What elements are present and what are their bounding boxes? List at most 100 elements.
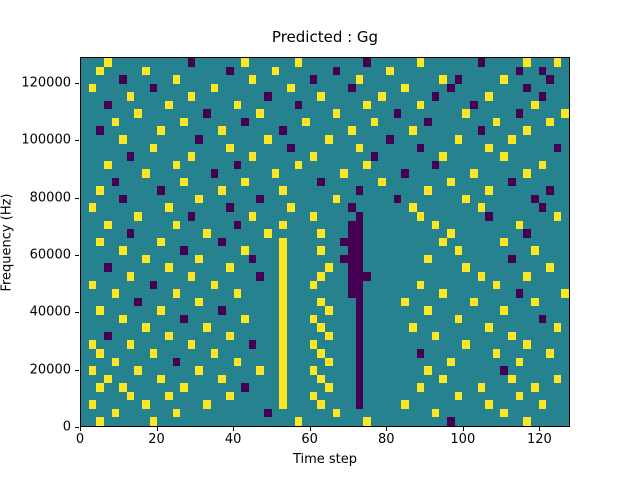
heatmap-cell (203, 340, 211, 349)
heatmap-cell (264, 237, 272, 247)
heatmap-cell (241, 417, 249, 426)
heatmap-cell (325, 246, 333, 255)
heatmap-cell (424, 246, 432, 255)
heatmap-cell (203, 391, 211, 401)
heatmap-cell (294, 391, 303, 401)
heatmap-cell (485, 246, 493, 255)
heatmap-cell (424, 177, 432, 187)
heatmap-cell (401, 306, 409, 315)
heatmap-cell (347, 160, 356, 170)
heatmap-cell (439, 126, 447, 136)
heatmap-cell (462, 271, 470, 281)
heatmap-cell (363, 75, 371, 84)
heatmap-cell (416, 177, 425, 187)
heatmap-cell (355, 408, 364, 418)
heatmap-cell (408, 289, 417, 298)
heatmap-cell (195, 306, 203, 315)
heatmap-cell (172, 383, 181, 392)
heatmap-cell (530, 297, 539, 307)
heatmap-cell (233, 220, 242, 230)
heatmap-cell (523, 75, 531, 84)
heatmap-cell (325, 417, 333, 426)
heatmap-cell (126, 340, 135, 349)
heatmap-cell (347, 100, 356, 110)
heatmap-cell (271, 203, 280, 213)
heatmap-cell (111, 203, 120, 213)
heatmap-cell (256, 143, 264, 153)
heatmap-cell (492, 117, 501, 127)
heatmap-cell (523, 92, 531, 101)
heatmap-cell (477, 289, 486, 298)
heatmap-cell (523, 366, 531, 375)
y-tick-label: 20000 (29, 362, 71, 378)
heatmap-cell (157, 357, 165, 367)
heatmap-cell (264, 391, 272, 401)
heatmap-cell (553, 83, 562, 93)
heatmap-cell (393, 383, 402, 392)
heatmap-cell (187, 220, 196, 230)
heatmap-cell (462, 323, 470, 332)
heatmap-cell (431, 263, 440, 272)
heatmap-cell (462, 331, 470, 341)
heatmap-cell (187, 229, 196, 238)
heatmap-cell (523, 143, 531, 153)
heatmap-cell (248, 391, 257, 401)
heatmap-cell (485, 331, 493, 341)
heatmap-cell (363, 220, 371, 230)
heatmap-cell (431, 408, 440, 418)
heatmap-cell (408, 340, 417, 349)
heatmap-cell (248, 152, 257, 161)
heatmap-cell (561, 391, 569, 401)
heatmap-cell (264, 408, 272, 418)
heatmap-cell (439, 348, 447, 358)
heatmap-cell (157, 58, 165, 67)
heatmap-cell (149, 135, 158, 144)
heatmap-cell (279, 246, 287, 255)
heatmap-cell (256, 400, 264, 409)
heatmap-cell (477, 374, 486, 384)
heatmap-cell (302, 152, 310, 161)
heatmap-cell (172, 135, 181, 144)
heatmap-cell (187, 263, 196, 272)
heatmap-cell (485, 289, 493, 298)
heatmap-cell (424, 323, 432, 332)
heatmap-cell (271, 297, 280, 307)
heatmap-cell (355, 92, 364, 101)
heatmap-cell (393, 229, 402, 238)
heatmap-cell (485, 135, 493, 144)
heatmap-cell (264, 417, 272, 426)
heatmap-cell (233, 100, 242, 110)
heatmap-cell (431, 246, 440, 255)
heatmap-cell (340, 297, 348, 307)
heatmap-cell (302, 109, 310, 118)
heatmap-cell (248, 194, 257, 204)
heatmap-cell (248, 212, 257, 221)
heatmap-cell (416, 263, 425, 272)
heatmap-cell (149, 229, 158, 238)
heatmap-cell (477, 83, 486, 93)
heatmap-cell (210, 400, 219, 409)
heatmap-cell (393, 212, 402, 221)
heatmap-cell (142, 152, 150, 161)
heatmap-cell (187, 374, 196, 384)
heatmap-cell (317, 109, 325, 118)
heatmap-cell (88, 194, 97, 204)
heatmap-cell (561, 220, 569, 230)
heatmap-cell (508, 280, 516, 290)
heatmap-cell (302, 289, 310, 298)
heatmap-cell (500, 75, 508, 84)
heatmap-cell (210, 357, 219, 367)
heatmap-cell (561, 75, 569, 84)
heatmap-cell (439, 186, 447, 195)
heatmap-cell (134, 100, 142, 110)
heatmap-cell (96, 160, 104, 170)
heatmap-cell (325, 66, 333, 76)
heatmap-cell (416, 126, 425, 136)
heatmap-cell (286, 66, 295, 76)
heatmap-cell (363, 100, 371, 110)
heatmap-cell (447, 331, 455, 341)
heatmap-cell (355, 331, 364, 341)
heatmap-cell (530, 160, 539, 170)
heatmap-cell (271, 75, 280, 84)
heatmap-cell (561, 212, 569, 221)
